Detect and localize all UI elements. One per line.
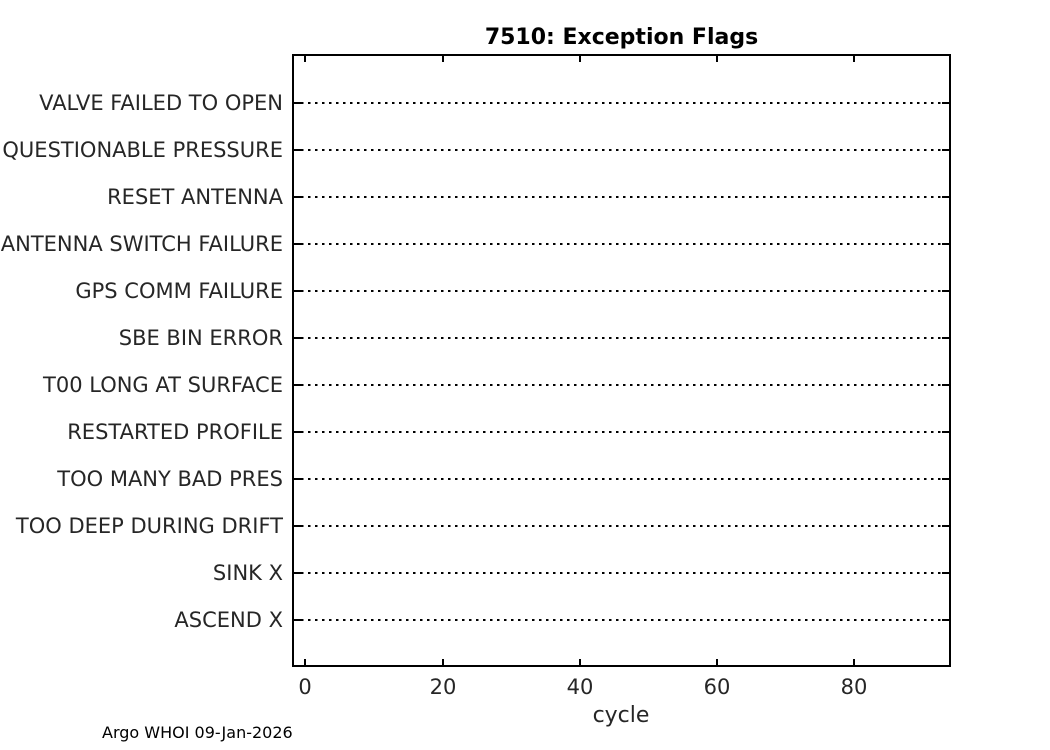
y-category-label: VALVE FAILED TO OPEN — [39, 91, 283, 115]
y-axis-tick — [294, 290, 301, 292]
category-baseline — [294, 525, 949, 527]
y-axis-tick — [942, 290, 949, 292]
category-baseline — [294, 619, 949, 621]
y-axis-tick — [294, 243, 301, 245]
x-axis-tick — [853, 659, 855, 665]
x-axis-tick — [716, 659, 718, 665]
x-axis-tick — [853, 56, 855, 62]
y-category-label: ASCEND X — [174, 608, 283, 632]
y-category-label: ANTENNA SWITCH FAILURE — [0, 232, 283, 256]
x-axis-tick — [304, 659, 306, 665]
category-baseline — [294, 384, 949, 386]
y-axis-tick — [942, 337, 949, 339]
y-category-label: TOO MANY BAD PRES — [57, 467, 283, 491]
category-baseline — [294, 149, 949, 151]
y-axis-tick — [942, 102, 949, 104]
y-axis-tick — [942, 525, 949, 527]
category-baseline — [294, 572, 949, 574]
x-axis-tick — [579, 659, 581, 665]
x-axis-tick — [442, 659, 444, 665]
y-category-label: SINK X — [212, 561, 283, 585]
y-axis-tick — [942, 572, 949, 574]
y-axis-tick — [942, 196, 949, 198]
y-category-label: TOO DEEP DURING DRIFT — [15, 514, 283, 538]
y-axis-tick — [294, 337, 301, 339]
y-axis-tick — [294, 149, 301, 151]
y-axis-tick — [942, 243, 949, 245]
x-tick-label: 60 — [703, 675, 731, 699]
category-baseline — [294, 478, 949, 480]
y-axis-tick — [294, 196, 301, 198]
y-axis-tick — [942, 478, 949, 480]
y-axis-tick — [294, 102, 301, 104]
y-axis-tick — [294, 525, 301, 527]
chart-title: 7510: Exception Flags — [484, 25, 759, 50]
y-axis-tick — [294, 478, 301, 480]
category-baseline — [294, 431, 949, 433]
y-category-label: T00 LONG AT SURFACE — [43, 373, 283, 397]
x-tick-label: 0 — [298, 675, 312, 699]
y-category-label: RESET ANTENNA — [107, 185, 283, 209]
category-baseline — [294, 196, 949, 198]
y-category-label: QUESTIONABLE PRESSURE — [2, 138, 283, 162]
y-category-label: SBE BIN ERROR — [118, 326, 283, 350]
x-tick-label: 40 — [566, 675, 594, 699]
y-axis-tick — [942, 384, 949, 386]
x-axis-tick — [579, 56, 581, 62]
y-axis-tick — [942, 619, 949, 621]
y-category-label: RESTARTED PROFILE — [67, 420, 283, 444]
y-axis-tick — [294, 431, 301, 433]
x-axis-label: cycle — [592, 703, 650, 728]
x-axis-tick — [716, 56, 718, 62]
category-baseline — [294, 337, 949, 339]
x-axis-tick — [304, 56, 306, 62]
y-axis-tick — [294, 384, 301, 386]
x-axis-tick — [442, 56, 444, 62]
category-baseline — [294, 102, 949, 104]
category-baseline — [294, 290, 949, 292]
watermark-text: Argo WHOI 09-Jan-2026 — [102, 723, 293, 742]
x-tick-label: 20 — [429, 675, 457, 699]
y-axis-tick — [942, 149, 949, 151]
y-axis-tick — [294, 572, 301, 574]
plot-area — [292, 54, 951, 667]
y-axis-tick — [294, 619, 301, 621]
y-category-label: GPS COMM FAILURE — [75, 279, 283, 303]
x-tick-label: 80 — [840, 675, 868, 699]
category-baseline — [294, 243, 949, 245]
y-axis-tick — [942, 431, 949, 433]
